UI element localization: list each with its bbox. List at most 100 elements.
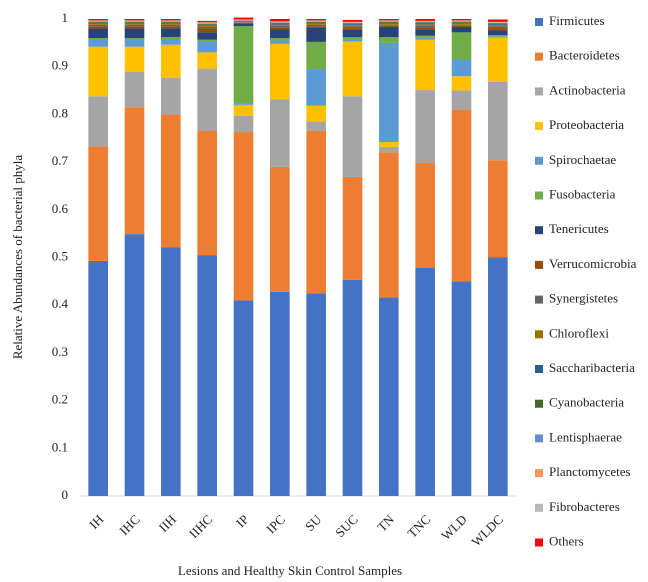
bar-segment [451, 281, 472, 496]
legend-swatch [535, 87, 543, 96]
bar-segment [161, 39, 181, 45]
bar-segment [306, 21, 326, 23]
bar-segment [197, 28, 217, 33]
bar-segment [88, 24, 108, 27]
x-tick-label: SU [302, 511, 325, 534]
bar-segment [379, 21, 399, 23]
legend-swatch [535, 434, 543, 443]
bar-segment [270, 23, 290, 25]
bar-segment [488, 257, 508, 496]
bar-segment [488, 35, 508, 37]
bar-segment [379, 297, 399, 496]
bar-segment [488, 81, 508, 161]
y-tick-label: 0.1 [52, 439, 68, 454]
bar-segment [342, 279, 363, 496]
x-tick-label: SUC [332, 512, 360, 540]
bar-segment [342, 41, 363, 97]
bar-segment [197, 23, 217, 25]
bar-segment [451, 22, 472, 24]
legend-label: Actinobacteria [549, 82, 626, 97]
bar-segment [488, 23, 508, 25]
bar-segment [233, 103, 254, 105]
bar-segment [342, 29, 363, 38]
bar-segment [342, 176, 363, 280]
bar-segment [88, 22, 108, 24]
bar-segment [488, 19, 508, 22]
bar-segment [88, 38, 108, 40]
bar-segment [415, 35, 435, 38]
legend-label: Chloroflexi [549, 325, 609, 340]
legend-label: Lentisphaerae [549, 429, 622, 444]
bar-segment [197, 41, 217, 53]
bar-segment [488, 160, 508, 258]
bar-segment [270, 38, 290, 41]
bar-segment [342, 26, 363, 29]
bar-segment [124, 23, 145, 25]
bar-segment [88, 19, 108, 21]
legend-label: Verrucomicrobia [549, 256, 637, 271]
legend-swatch [535, 330, 543, 339]
x-tick-label: IP [233, 512, 252, 531]
legend-label: Saccharibacteria [549, 360, 635, 375]
bar-segment [415, 23, 435, 25]
bar-segment [161, 114, 181, 248]
bar-segment [342, 24, 363, 26]
bar-segment [415, 22, 435, 24]
bar-segment [124, 71, 145, 108]
bar-segment [197, 130, 217, 256]
bar-segment [488, 37, 508, 82]
bar-segment [197, 32, 217, 40]
bar-segment [451, 26, 472, 33]
y-tick-label: 0.6 [52, 201, 69, 216]
bar-segment [88, 96, 108, 147]
bar-segment [270, 291, 290, 496]
bar-segment [342, 25, 363, 27]
bar-segment [124, 26, 145, 29]
bar-segment [342, 19, 363, 22]
bar-segment [161, 21, 181, 23]
bar-segment [270, 22, 290, 24]
bar-segment [197, 68, 217, 131]
bar-segment [306, 19, 326, 21]
bar-segment [451, 90, 472, 110]
bar-segment [451, 24, 472, 26]
bar-segment [197, 52, 217, 69]
bar-segment [415, 163, 435, 268]
bar-segment [124, 22, 145, 24]
legend-label: Fusobacteria [549, 186, 616, 201]
bar-segment [88, 21, 108, 23]
legend-label: Tenericutes [549, 221, 609, 236]
bar-segment [270, 99, 290, 167]
bar-segment [161, 37, 181, 40]
bar-segment [124, 234, 145, 496]
bar-segment [197, 24, 217, 26]
bar-segment [451, 23, 472, 25]
bar-segment [197, 25, 217, 27]
bar-segment [270, 19, 290, 22]
bar-segment [379, 24, 399, 26]
bar-segment [488, 25, 508, 27]
bar-segment [379, 152, 399, 298]
bar-segment [124, 39, 145, 47]
bar-segment [306, 23, 326, 25]
bar-segment [451, 76, 472, 91]
bar-segment [233, 17, 254, 20]
bar-segment [379, 37, 399, 43]
bar-segment [197, 26, 217, 29]
bar-segment [379, 25, 399, 27]
bar-segment [379, 26, 399, 38]
bar-segment [233, 104, 254, 116]
x-axis-title: Lesions and Healthy Skin Control Samples [178, 563, 402, 578]
bar-segment [379, 19, 399, 21]
bar-segment [233, 115, 254, 133]
bar-segment [415, 24, 435, 26]
bar-segment [124, 107, 145, 235]
legend-swatch [535, 52, 543, 61]
y-tick-label: 0.7 [52, 153, 69, 168]
x-tick-label: TNC [404, 512, 433, 541]
bar-segment [488, 30, 508, 36]
bar-segment [451, 21, 472, 23]
legend-label: Spirochaetae [549, 152, 616, 167]
bar-segment [197, 39, 217, 42]
